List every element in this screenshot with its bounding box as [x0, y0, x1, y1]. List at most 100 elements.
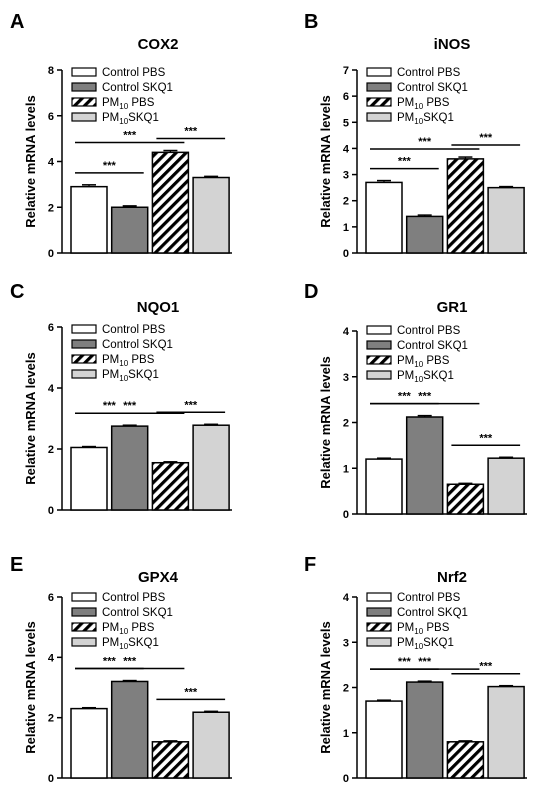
- y-axis-label: Relative mRNA levels: [23, 95, 38, 227]
- y-tick-label: 0: [48, 248, 54, 260]
- y-tick-label: 4: [343, 326, 350, 338]
- legend-entry: PM10 PBS: [102, 97, 155, 111]
- legend-swatch: [71, 607, 97, 617]
- chart-panel-a: A COX2 Relative mRNA levels 0 2 4 6 8 *** *** *** C…: [10, 11, 232, 260]
- legend-swatch: [366, 592, 392, 602]
- significance-label: ***: [184, 686, 198, 698]
- panel-letter: A: [10, 11, 24, 33]
- legend-entry: Control SKQ1: [102, 607, 173, 619]
- panel-letter: C: [10, 281, 24, 303]
- bar: [192, 711, 230, 779]
- bar: [192, 424, 230, 511]
- y-axis-label: Relative mRNA levels: [23, 352, 38, 484]
- significance-label: ***: [103, 400, 117, 412]
- panel-letter: D: [304, 281, 318, 303]
- significance-label: ***: [479, 132, 493, 144]
- bar: [110, 206, 149, 254]
- legend-swatch: [71, 67, 97, 77]
- bar: [446, 158, 485, 254]
- y-tick-label: 0: [343, 509, 349, 521]
- y-tick-label: 1: [343, 728, 349, 740]
- y-axis-label: Relative mRNA levels: [318, 356, 333, 488]
- chart-title: NQO1: [137, 299, 180, 316]
- significance-label: ***: [184, 126, 198, 138]
- chart-panel-f: F Nrf2 Relative mRNA levels 0 1 2 3 4 *** *** *** C…: [304, 554, 527, 785]
- legend-swatch: [366, 97, 392, 107]
- chart-panel-d: D GR1 Relative mRNA levels 0 1 2 3 4 *** *** *** Co…: [304, 281, 527, 521]
- legend-entry: Control PBS: [397, 325, 461, 337]
- chart-title: GR1: [437, 299, 468, 316]
- bar: [151, 151, 190, 254]
- bar: [151, 741, 190, 779]
- y-tick-label: 7: [343, 65, 349, 77]
- bar: [405, 215, 444, 254]
- y-tick-label: 2: [48, 202, 54, 214]
- legend-entry: PM10SKQ1: [397, 637, 454, 651]
- significance-label: ***: [398, 391, 412, 403]
- legend-entry: PM10 PBS: [397, 97, 450, 111]
- y-tick-label: 5: [343, 117, 349, 129]
- y-tick-label: 6: [48, 111, 54, 123]
- bar: [446, 483, 485, 515]
- y-tick-label: 4: [343, 143, 350, 155]
- bar: [110, 425, 149, 511]
- legend-entry: Control SKQ1: [397, 607, 468, 619]
- bar: [192, 176, 230, 254]
- legend-swatch: [366, 340, 392, 350]
- legend-entry: PM10SKQ1: [102, 637, 159, 651]
- legend-entry: PM10SKQ1: [102, 112, 159, 126]
- legend-entry: Control SKQ1: [397, 340, 468, 352]
- legend-entry: Control PBS: [102, 324, 166, 336]
- legend-swatch: [366, 67, 392, 77]
- y-tick-label: 2: [343, 683, 349, 695]
- y-tick-label: 4: [48, 383, 55, 395]
- y-axis-label: Relative mRNA levels: [318, 621, 333, 753]
- legend-swatch: [366, 637, 392, 647]
- legend-entry: PM10SKQ1: [102, 369, 159, 383]
- significance-label: ***: [123, 130, 137, 142]
- chart-title: COX2: [138, 36, 179, 53]
- chart-panel-c: C NQO1 Relative mRNA levels 0 2 4 6 *** *** *** Co…: [10, 281, 232, 517]
- significance-label: ***: [103, 160, 117, 172]
- legend-swatch: [366, 355, 392, 365]
- legend-entry: PM10 PBS: [397, 622, 450, 636]
- legend-entry: PM10 PBS: [102, 354, 155, 368]
- legend-entry: PM10SKQ1: [397, 112, 454, 126]
- legend-swatch: [366, 370, 392, 380]
- y-tick-label: 3: [343, 170, 349, 182]
- legend-swatch: [71, 637, 97, 647]
- significance-label: ***: [123, 400, 137, 412]
- panel-letter: E: [10, 554, 23, 576]
- legend-swatch: [366, 622, 392, 632]
- y-tick-label: 3: [343, 372, 349, 384]
- significance-label: ***: [418, 391, 432, 403]
- significance-label: ***: [398, 156, 412, 168]
- bar: [405, 681, 444, 779]
- legend-swatch: [71, 622, 97, 632]
- y-tick-label: 0: [48, 505, 54, 517]
- legend-swatch: [71, 112, 97, 122]
- legend-swatch: [366, 82, 392, 92]
- bar: [110, 680, 149, 779]
- legend-swatch: [366, 607, 392, 617]
- significance-label: ***: [479, 661, 493, 673]
- chart-title: GPX4: [138, 569, 179, 586]
- y-tick-label: 4: [343, 592, 350, 604]
- bar: [70, 185, 108, 254]
- panel-letter: F: [304, 554, 316, 576]
- legend-entry: Control SKQ1: [102, 339, 173, 351]
- y-tick-label: 4: [48, 652, 55, 664]
- y-tick-label: 6: [48, 322, 54, 334]
- bar: [405, 416, 444, 515]
- bar: [151, 461, 190, 511]
- y-tick-label: 1: [343, 222, 349, 234]
- legend-entry: PM10 PBS: [397, 355, 450, 369]
- significance-label: ***: [418, 136, 432, 148]
- y-tick-label: 2: [343, 418, 349, 430]
